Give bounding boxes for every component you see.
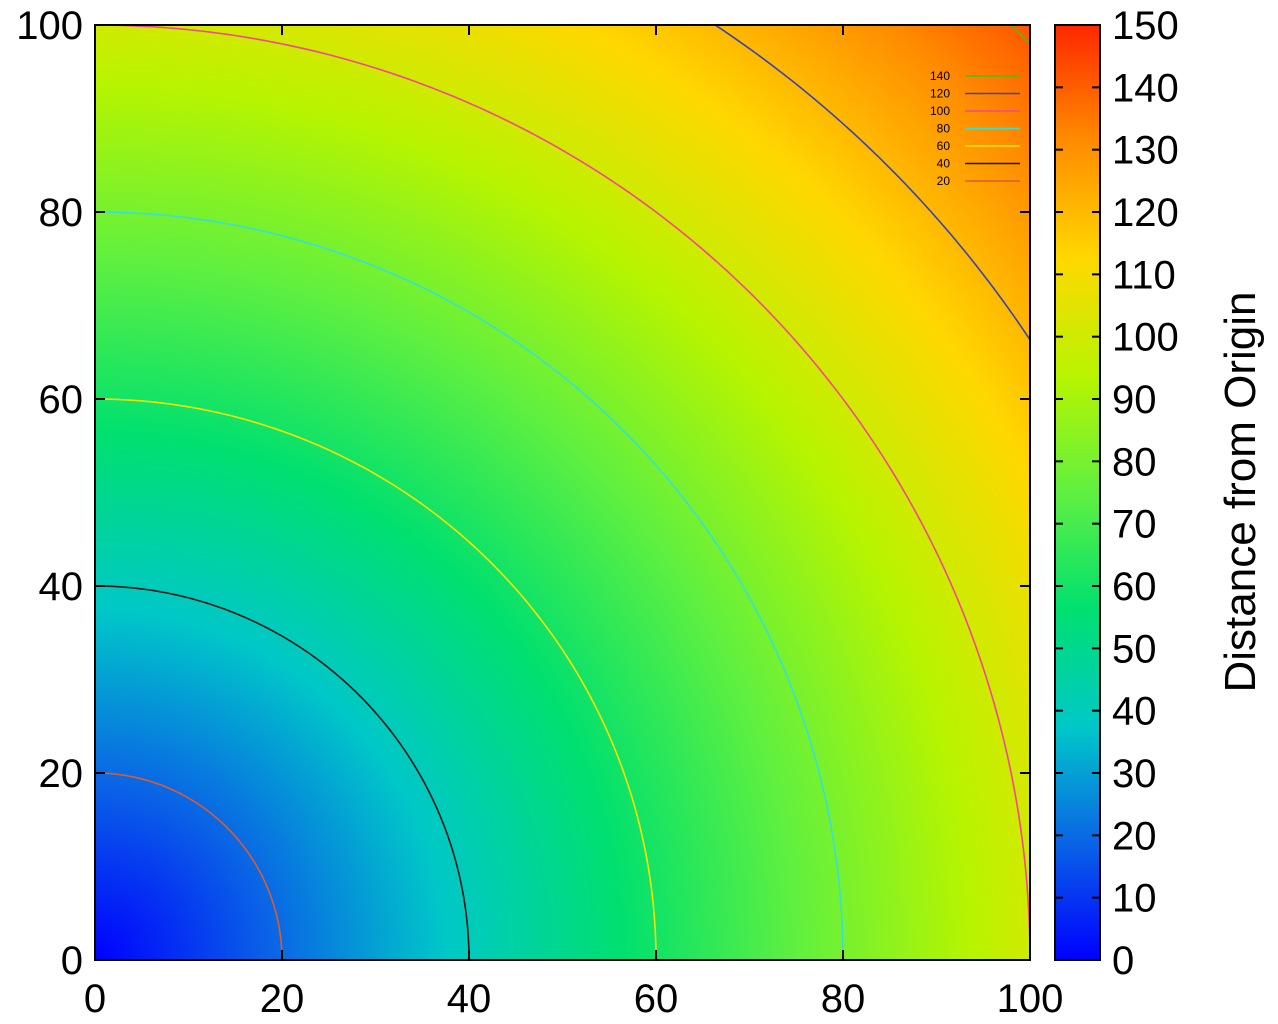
colorbar-tick-label-150: 150 (1112, 4, 1179, 48)
legend-label-140: 140 (930, 69, 950, 83)
contour-line-60 (95, 398, 657, 960)
heatmap-raster (95, 25, 1030, 960)
y-tick-label-60: 60 (39, 378, 84, 422)
colorbar-tick-label-90: 90 (1112, 378, 1157, 422)
y-tick-label-80: 80 (39, 191, 84, 235)
axes: 0 20 40 60 80 100 0 20 40 60 80 100 (16, 4, 1063, 1021)
colorbar-tick-label-70: 70 (1112, 503, 1157, 547)
legend-label-60: 60 (937, 139, 951, 153)
x-tick-label-0: 0 (84, 977, 106, 1021)
contour-line-140 (1009, 25, 1030, 46)
colorbar-tick-label-130: 130 (1112, 129, 1179, 173)
contour-line-40 (95, 585, 470, 960)
colorbar-tick-label-100: 100 (1112, 316, 1179, 360)
legend-label-100: 100 (930, 104, 950, 118)
colorbar-tick-label-10: 10 (1112, 877, 1157, 921)
y-tick-label-100: 100 (16, 4, 83, 48)
legend-label-80: 80 (937, 122, 951, 136)
colorbar-tick-label-20: 20 (1112, 814, 1157, 858)
contour-line-120 (713, 25, 1030, 342)
contour-lines (95, 25, 1030, 960)
legend-label-120: 120 (930, 87, 950, 101)
legend-label-40: 40 (937, 157, 951, 171)
colorbar-tick-label-30: 30 (1112, 752, 1157, 796)
x-tick-label-20: 20 (260, 977, 305, 1021)
colorbar-tick-label-60: 60 (1112, 565, 1157, 609)
colorbar-tick-label-40: 40 (1112, 690, 1157, 734)
legend-label-20: 20 (937, 174, 951, 188)
contour-legend: 140 120 100 80 60 40 20 (930, 69, 1020, 188)
y-tick-label-0: 0 (61, 939, 83, 983)
colorbar-axis: 0 10 20 30 40 50 60 70 80 90 100 110 120 130 140 150 (1055, 4, 1179, 983)
contour-line-20 (95, 772, 283, 960)
y-tick-label-20: 20 (39, 752, 84, 796)
y-tick-label-40: 40 (39, 565, 84, 609)
colorbar-tick-label-0: 0 (1112, 939, 1134, 983)
x-tick-label-80: 80 (821, 977, 866, 1021)
colorbar-tick-label-110: 110 (1112, 253, 1176, 297)
x-tick-label-60: 60 (634, 977, 679, 1021)
contour-line-100 (95, 25, 1030, 960)
x-tick-label-40: 40 (447, 977, 492, 1021)
colorbar-tick-label-50: 50 (1112, 627, 1157, 671)
colorbar (1054, 24, 1101, 961)
colorbar-tick-label-140: 140 (1112, 66, 1179, 110)
contour-line-80 (95, 211, 844, 960)
plot-frame (94, 24, 1031, 961)
colorbar-tick-label-120: 120 (1112, 191, 1179, 235)
heatmap-image (95, 25, 1030, 960)
colorbar-label: Distance from Origin (1216, 291, 1265, 692)
colorbar-tick-label-80: 80 (1112, 440, 1157, 484)
x-tick-label-100: 100 (997, 977, 1064, 1021)
